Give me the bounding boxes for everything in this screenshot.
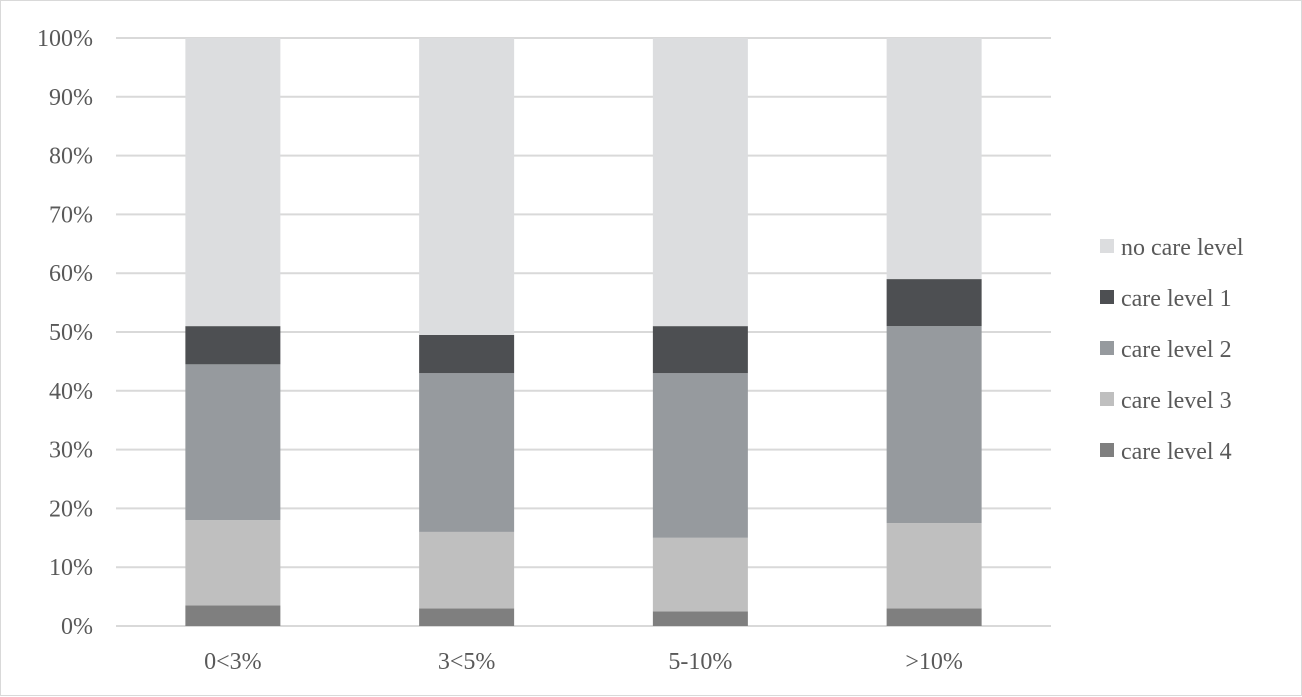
- legend-label: care level 4: [1121, 439, 1232, 465]
- bar-segment: [185, 326, 281, 365]
- bar-segment: [886, 608, 982, 626]
- y-tick-label: 20%: [49, 496, 93, 522]
- bar-segment: [419, 531, 515, 609]
- legend-swatch: [1100, 239, 1114, 253]
- bar-segment: [886, 38, 982, 280]
- bar-segment: [652, 537, 748, 612]
- bar-segment: [419, 38, 515, 335]
- bar-segment: [419, 334, 515, 374]
- bar-segment: [185, 364, 281, 521]
- bar-segment: [886, 279, 982, 327]
- legend-swatch: [1100, 443, 1114, 457]
- bar-segment: [886, 326, 982, 524]
- bar-segment: [886, 523, 982, 609]
- y-tick-label: 40%: [49, 379, 93, 405]
- legend-swatch: [1100, 341, 1114, 355]
- y-tick-label: 70%: [49, 202, 93, 228]
- y-tick-label: 0%: [61, 614, 93, 640]
- y-tick-label: 80%: [49, 144, 93, 170]
- legend-swatch: [1100, 392, 1114, 406]
- legend-label: no care level: [1121, 235, 1244, 261]
- legend-swatch: [1100, 290, 1114, 304]
- y-tick-label: 30%: [49, 438, 93, 464]
- x-tick-label: 3<5%: [438, 649, 496, 675]
- bar-segment: [652, 373, 748, 538]
- bar-segment: [652, 38, 748, 327]
- x-tick-label: 5-10%: [668, 649, 732, 675]
- y-tick-label: 60%: [49, 261, 93, 287]
- legend: no care level care level 1 care level 2 car…: [1100, 235, 1244, 465]
- legend-label: care level 2: [1121, 337, 1232, 363]
- legend-label: care level 1: [1121, 286, 1232, 312]
- bar-segment: [652, 611, 748, 626]
- y-tick-label: 90%: [49, 85, 93, 111]
- bar-segment: [185, 38, 281, 327]
- y-tick-label: 50%: [49, 320, 93, 346]
- bar-segment: [185, 520, 281, 606]
- bar-segment: [652, 326, 748, 374]
- bars: [185, 38, 982, 626]
- y-tick-label: 100%: [37, 26, 93, 52]
- y-tick-label: 10%: [49, 555, 93, 581]
- x-axis-category-labels: 0<3% 3<5% 5-10% >10%: [204, 649, 963, 675]
- x-tick-label: 0<3%: [204, 649, 262, 675]
- x-tick-label: >10%: [905, 649, 963, 675]
- legend-label: care level 3: [1121, 388, 1232, 414]
- y-axis-tick-labels: 0% 10% 20% 30% 40% 50% 60% 70% 80% 90% 100%: [37, 26, 93, 640]
- bar-segment: [185, 605, 281, 626]
- bar-segment: [419, 373, 515, 532]
- bar-segment: [419, 608, 515, 626]
